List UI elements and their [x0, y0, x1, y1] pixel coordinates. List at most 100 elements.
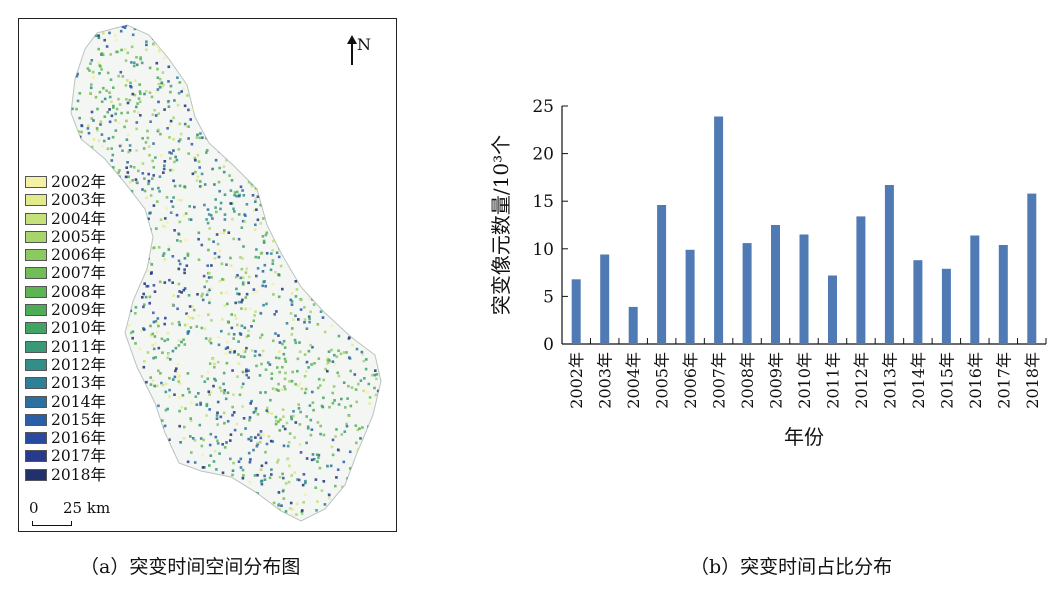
- map-pixel: [222, 411, 226, 415]
- map-pixel: [208, 339, 211, 343]
- map-pixel: [330, 445, 334, 449]
- map-pixel: [383, 412, 386, 415]
- map-pixel: [233, 210, 236, 213]
- map-pixel: [112, 104, 115, 108]
- map-pixel: [126, 171, 130, 174]
- map-pixel: [256, 441, 260, 445]
- map-pixel: [352, 300, 356, 304]
- map-pixel: [302, 90, 305, 94]
- map-pixel: [346, 254, 349, 258]
- map-pixel: [376, 66, 379, 70]
- map-pixel: [95, 29, 99, 32]
- map-pixel: [153, 108, 156, 112]
- map-pixel: [323, 171, 327, 174]
- map-pixel: [345, 101, 349, 104]
- map-pixel: [271, 188, 274, 192]
- map-pixel: [108, 362, 111, 365]
- map-pixel: [213, 377, 216, 381]
- map-pixel: [191, 172, 195, 176]
- map-pixel: [252, 448, 255, 452]
- map-pixel: [302, 156, 305, 160]
- map-pixel: [358, 509, 362, 512]
- map-pixel: [163, 424, 167, 428]
- map-pixel: [317, 357, 321, 360]
- map-pixel: [286, 241, 289, 244]
- map-pixel: [266, 410, 270, 414]
- map-pixel: [220, 262, 224, 266]
- map-pixel: [267, 209, 271, 212]
- map-pixel: [285, 421, 289, 425]
- map-pixel: [360, 261, 363, 265]
- map-pixel: [207, 248, 210, 252]
- map-pixel: [278, 25, 282, 29]
- map-pixel: [211, 217, 214, 220]
- map-pixel: [167, 248, 171, 251]
- map-pixel: [216, 496, 220, 500]
- map-pixel: [158, 190, 161, 193]
- map-pixel: [306, 36, 310, 39]
- map-pixel: [229, 202, 232, 205]
- map-pixel: [336, 448, 340, 452]
- map-pixel: [346, 208, 350, 212]
- map-pixel: [157, 49, 161, 53]
- map-pixel: [304, 86, 307, 89]
- map-pixel: [364, 367, 368, 371]
- map-pixel: [273, 389, 276, 393]
- map-pixel: [301, 223, 305, 226]
- x-tick-label: 2009年: [767, 352, 786, 409]
- map-pixel: [377, 113, 381, 116]
- map-pixel: [297, 407, 301, 410]
- map-pixel: [180, 291, 183, 294]
- map-pixel: [149, 333, 153, 337]
- map-pixel: [286, 124, 290, 127]
- map-pixel: [120, 369, 123, 372]
- map-pixel: [317, 211, 321, 214]
- map-pixel: [255, 444, 259, 448]
- map-pixel: [277, 26, 281, 29]
- map-pixel: [222, 371, 226, 375]
- map-pixel: [384, 70, 387, 73]
- map-pixel: [137, 111, 140, 114]
- map-pixel: [349, 287, 352, 291]
- map-pixel: [134, 342, 137, 345]
- map-pixel: [121, 25, 125, 29]
- map-pixel: [164, 512, 168, 515]
- map-pixel: [384, 354, 387, 357]
- map-pixel: [217, 82, 221, 86]
- map-pixel: [109, 53, 112, 56]
- map-pixel: [281, 119, 285, 122]
- map-pixel: [122, 467, 126, 470]
- map-pixel: [179, 132, 183, 136]
- map-pixel: [367, 188, 371, 192]
- map-pixel: [367, 300, 371, 303]
- map-pixel: [143, 189, 147, 193]
- map-pixel: [354, 506, 357, 510]
- map-pixel: [307, 349, 311, 353]
- map-pixel: [274, 332, 277, 335]
- map-pixel: [173, 229, 176, 232]
- map-pixel: [311, 215, 315, 219]
- map-pixel: [259, 312, 263, 315]
- map-pixel: [231, 122, 234, 126]
- map-pixel: [218, 249, 221, 253]
- map-pixel: [327, 517, 330, 521]
- x-tick-label: 2005年: [653, 352, 672, 409]
- map-pixel: [158, 86, 162, 89]
- map-pixel: [359, 466, 363, 469]
- map-pixel: [180, 468, 183, 472]
- map-pixel: [98, 90, 102, 94]
- map-pixel: [232, 461, 235, 465]
- map-pixel: [359, 112, 363, 115]
- map-pixel: [254, 409, 257, 413]
- map-pixel: [182, 437, 186, 440]
- map-pixel: [216, 519, 219, 521]
- map-pixel: [346, 178, 349, 181]
- map-pixel: [86, 67, 90, 70]
- map-pixel: [187, 494, 190, 497]
- map-pixel: [334, 37, 338, 40]
- map-pixel: [284, 253, 287, 257]
- map-pixel: [314, 486, 317, 489]
- map-pixel: [353, 373, 357, 376]
- map-pixel: [195, 511, 199, 515]
- map-pixel: [329, 45, 333, 49]
